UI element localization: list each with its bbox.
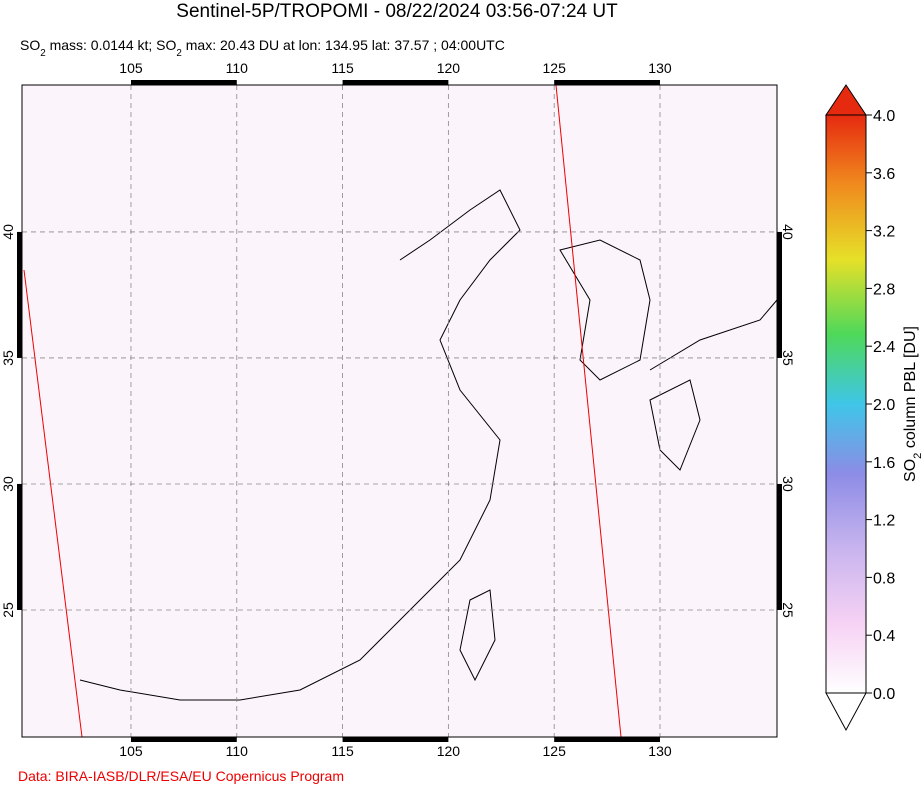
frame-bar [130,737,237,742]
coastline [649,299,778,471]
colorbar-scale [825,114,867,694]
frame-bar [130,80,237,85]
lon-tick-label: 105 [119,60,143,76]
lon-tick-label: 115 [331,60,354,76]
orbit-edge [555,84,622,738]
colorbar-extend-min [825,692,867,732]
orbit-edge [23,269,83,738]
colorbar-tick-label: 3.6 [873,166,895,183]
map-area [22,85,777,737]
lat-tick-label: 35 [780,350,796,366]
frame-bar [554,737,660,742]
colorbar-tick-label: 0.0 [873,686,895,703]
text-part: mass: 0.0144 kt; SO [46,37,177,53]
credit: Data: BIRA-IASB/DLR/ESA/EU Copernicus Pr… [18,768,344,784]
lon-tick-label: 105 [119,743,143,759]
lat-tick-label: 30 [780,476,796,492]
graticule: 105 105 110 110 115 115 120 120 125 125 130 130 25 25… [0,60,796,759]
frame-bar [342,80,449,85]
coastline [559,239,651,381]
lat-tick-label: 35 [0,350,16,366]
map-frame [21,84,778,738]
subscript: 2 [176,48,181,59]
colorbar-tick-label: 3.2 [873,224,895,241]
lat-tick-label: 40 [780,224,796,240]
colorbar-tick-label: 2.4 [873,339,895,356]
frame-bar [17,231,22,358]
lat-tick-label: 25 [0,602,16,618]
subscript: 2 [912,453,923,459]
colorbar-tick-label: 0.4 [873,628,895,645]
lon-tick-label: 120 [437,743,461,759]
frame-bar [777,231,782,358]
frame-bar [342,737,449,742]
colorbar-extend-max [825,84,867,116]
lon-tick-label: 120 [437,60,461,76]
colorbar-label: SO2 column PBL [DU] [902,326,923,482]
colorbar: SO2 column PBL [DU] 0.0 0.4 0.8 1.2 1.6 2.0 2.… [825,84,923,732]
colorbar-tick-label: 1.2 [873,513,895,530]
colorbar-tick-label: 2.0 [873,397,895,414]
colorbar-tick-label: 1.6 [873,455,895,472]
lon-tick-label: 110 [226,743,249,759]
frame-bar [17,483,22,610]
lon-tick-label: 110 [226,60,249,76]
subscript: 2 [40,48,45,59]
lon-tick-label: 130 [648,60,672,76]
title: Sentinel-5P/TROPOMI - 08/22/2024 03:56-0… [176,1,618,22]
text-part: max: 20.43 DU at lon: 134.95 lat: 37.57 … [182,37,505,53]
coastline [79,189,521,701]
text-part: SO [902,459,919,482]
lon-tick-label: 125 [543,60,567,76]
text-part: SO [20,37,40,53]
frame-bar [777,483,782,610]
text-part: column PBL [DU] [902,326,919,453]
colorbar-tick-label: 2.8 [873,281,895,298]
lat-tick-label: 25 [780,602,796,618]
lat-tick-label: 40 [0,224,16,240]
subtitle: SO2 mass: 0.0144 kt; SO2 max: 20.43 DU a… [20,37,505,59]
colorbar-tick-label: 4.0 [873,108,895,125]
coastline [459,589,496,682]
lon-tick-label: 125 [543,743,567,759]
colorbar-tick-label: 0.8 [873,570,895,587]
lon-tick-label: 130 [648,743,672,759]
lat-tick-label: 30 [0,476,16,492]
lon-tick-label: 115 [331,743,354,759]
frame-bar [554,80,660,85]
